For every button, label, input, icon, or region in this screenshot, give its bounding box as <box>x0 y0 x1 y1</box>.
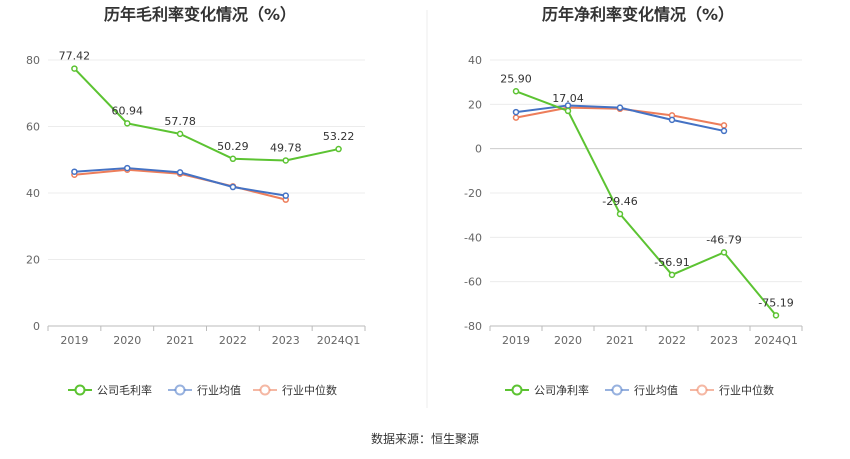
net-data-label: -75.19 <box>758 296 793 309</box>
gross-margin-title: 历年毛利率变化情况（%） <box>104 5 296 24</box>
net-x-tick-label: 2023 <box>710 334 738 347</box>
net-industry-avg-point <box>668 116 676 124</box>
gross-company-point <box>176 130 184 138</box>
net-data-label: -56.91 <box>654 256 689 269</box>
net-margin-title: 历年净利率变化情况（%） <box>542 5 734 24</box>
gross-x-tick-label: 2023 <box>272 334 300 347</box>
net-industry-avg-point <box>720 127 728 135</box>
net-company-line <box>515 90 777 316</box>
net-company-point <box>616 210 624 218</box>
gross-company-point <box>335 145 342 153</box>
net-y-tick-label: 0 <box>475 143 482 156</box>
gross-data-label: 57.78 <box>164 115 196 128</box>
net-data-label: -46.79 <box>706 233 741 246</box>
gross-company-line <box>73 67 339 162</box>
net-industry-median-point <box>512 114 520 121</box>
gross-x-tick-label: 2021 <box>166 334 194 347</box>
net-x-tick-label: 2022 <box>658 334 686 347</box>
gross-y-tick-label: 20 <box>26 254 40 267</box>
gross-legend-industry-median[interactable]: 行业中位数 <box>253 383 337 397</box>
legend-marker-icon <box>259 384 271 396</box>
data-source: 数据来源：恒生聚源 <box>371 431 479 446</box>
net-company-point <box>720 249 728 256</box>
net-x-tick-label: 2020 <box>554 334 582 347</box>
gross-data-label: 60.94 <box>112 104 144 117</box>
net-industry-avg-point <box>616 104 624 111</box>
net-x-tick-label: 2024Q1 <box>754 334 798 347</box>
gross-industry-avg-point <box>124 164 131 172</box>
legend-label: 行业均值 <box>197 384 241 397</box>
legend-marker-icon <box>511 384 523 396</box>
gross-industry-avg-point <box>282 192 289 199</box>
net-x-tick-label: 2021 <box>606 334 634 347</box>
net-legend-industry-median[interactable]: 行业中位数 <box>690 383 774 397</box>
net-legend-company[interactable]: 公司净利率 <box>505 383 589 397</box>
legend-marker-icon <box>74 384 86 396</box>
gross-company-point <box>71 65 78 72</box>
gross-company-point <box>124 120 131 127</box>
net-x-tick-label: 2019 <box>502 334 530 347</box>
legend-marker-icon <box>174 384 186 396</box>
net-data-label: -29.46 <box>602 195 637 208</box>
legend-label: 行业均值 <box>634 384 678 397</box>
gross-data-label: 50.29 <box>217 140 249 153</box>
legend-label: 公司毛利率 <box>97 383 152 397</box>
gross-data-label: 77.42 <box>59 50 91 63</box>
gross-x-tick-label: 2024Q1 <box>317 334 361 347</box>
net-y-tick-label: -20 <box>464 187 482 200</box>
net-industry-avg-point <box>512 108 520 116</box>
net-y-tick-label: -40 <box>464 231 482 244</box>
legend-label: 行业中位数 <box>282 383 337 397</box>
net-y-tick-label: 20 <box>468 98 482 111</box>
gross-y-tick-label: 80 <box>26 54 40 67</box>
gross-y-tick-label: 60 <box>26 121 40 134</box>
gross-industry-avg-point <box>229 183 237 191</box>
gross-data-label: 49.78 <box>270 141 302 154</box>
legend-marker-icon <box>696 384 708 396</box>
net-industry-median-point <box>720 122 728 129</box>
net-company-point <box>772 312 780 319</box>
gross-data-label: 53.22 <box>323 130 355 143</box>
gross-x-tick-label: 2019 <box>60 334 88 347</box>
net-company-point <box>564 107 572 115</box>
net-company-point <box>668 271 676 279</box>
net-legend-industry-avg[interactable]: 行业均值 <box>605 384 678 397</box>
gross-y-tick-label: 40 <box>26 187 40 200</box>
net-y-tick-label: -60 <box>464 276 482 289</box>
net-margin-chart: 历年净利率变化情况（%） -80 -60 -40 -20 0 20 40 2019 2020 20… <box>464 5 803 397</box>
legend-marker-icon <box>611 384 623 396</box>
gross-company-point <box>229 155 237 163</box>
gross-x-tick-label: 2020 <box>113 334 141 347</box>
net-company-point <box>512 88 520 95</box>
gross-company-point <box>282 157 289 164</box>
net-data-label: 17.04 <box>552 92 584 105</box>
legend-label: 行业中位数 <box>719 383 774 397</box>
net-y-tick-label: -80 <box>464 320 482 333</box>
gross-x-tick-label: 2022 <box>219 334 247 347</box>
gross-margin-chart: 历年毛利率变化情况（%） 0 20 40 60 80 2019 2020 2021 2022 20… <box>26 5 366 397</box>
gross-legend-industry-avg[interactable]: 行业均值 <box>168 384 241 397</box>
gross-y-tick-label: 0 <box>33 320 40 333</box>
legend-label: 公司净利率 <box>534 383 589 397</box>
net-y-tick-label: 40 <box>468 54 482 67</box>
net-data-label: 25.90 <box>500 72 532 85</box>
gross-industry-avg-point <box>71 168 78 175</box>
gross-legend-company[interactable]: 公司毛利率 <box>68 383 152 397</box>
gross-industry-avg-point <box>176 169 184 176</box>
